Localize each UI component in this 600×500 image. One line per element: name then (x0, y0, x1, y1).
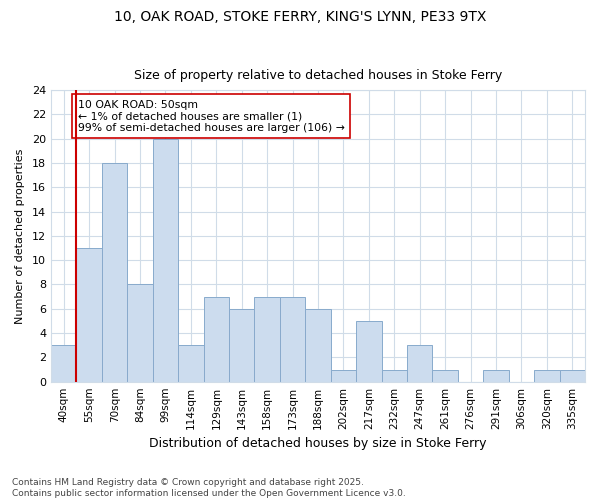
Bar (407, 345, 433, 382)
Bar (356, 321, 382, 382)
Bar (102, 163, 127, 382)
Bar (203, 296, 229, 382)
Bar (433, 370, 458, 382)
Text: Contains HM Land Registry data © Crown copyright and database right 2025.
Contai: Contains HM Land Registry data © Crown c… (12, 478, 406, 498)
Bar (305, 309, 331, 382)
Bar (280, 296, 305, 382)
Text: 10, OAK ROAD, STOKE FERRY, KING'S LYNN, PE33 9TX: 10, OAK ROAD, STOKE FERRY, KING'S LYNN, … (114, 10, 486, 24)
Bar (229, 309, 254, 382)
Bar (254, 296, 280, 382)
Bar (560, 370, 585, 382)
Bar (178, 345, 203, 382)
Bar (51, 345, 76, 382)
Bar (153, 138, 178, 382)
Bar (331, 370, 356, 382)
Title: Size of property relative to detached houses in Stoke Ferry: Size of property relative to detached ho… (134, 69, 502, 82)
Bar (76, 248, 102, 382)
Y-axis label: Number of detached properties: Number of detached properties (15, 148, 25, 324)
Bar (127, 284, 153, 382)
Bar (534, 370, 560, 382)
Bar (483, 370, 509, 382)
Text: 10 OAK ROAD: 50sqm
← 1% of detached houses are smaller (1)
99% of semi-detached : 10 OAK ROAD: 50sqm ← 1% of detached hous… (78, 100, 344, 133)
X-axis label: Distribution of detached houses by size in Stoke Ferry: Distribution of detached houses by size … (149, 437, 487, 450)
Bar (382, 370, 407, 382)
